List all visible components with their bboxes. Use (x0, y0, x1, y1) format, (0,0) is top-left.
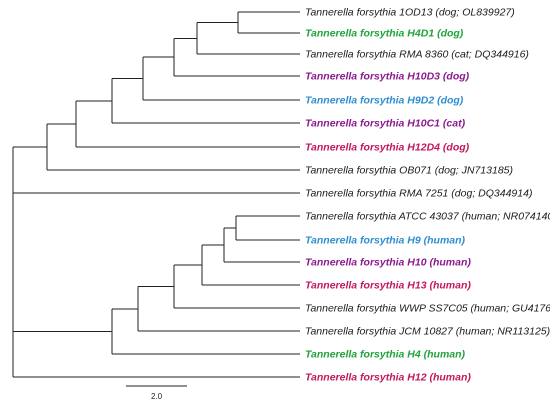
leaf-labels: Tannerella forsythia 1OD13 (dog; OL83992… (305, 6, 550, 383)
leaf-label: Tannerella forsythia H4 (human) (305, 348, 466, 360)
leaf-label: Tannerella forsythia H10C1 (cat) (305, 117, 466, 129)
leaf-label: Tannerella forsythia H9D2 (dog) (305, 94, 464, 106)
leaf-label: Tannerella forsythia ATCC 43037 (human; … (305, 210, 550, 222)
leaf-label: Tannerella forsythia H12D4 (dog) (305, 141, 470, 153)
leaf-label: Tannerella forsythia WWP SS7C05 (human; … (305, 302, 550, 314)
leaf-label: Tannerella forsythia H10D3 (dog) (305, 70, 470, 82)
leaf-label: Tannerella forsythia OB071 (dog; JN71318… (305, 164, 513, 176)
leaf-label: Tannerella forsythia 1OD13 (dog; OL83992… (305, 6, 515, 18)
leaf-label: Tannerella forsythia H10 (human) (305, 256, 471, 268)
leaf-label: Tannerella forsythia H12 (human) (305, 371, 471, 383)
leaf-label: Tannerella forsythia H13 (human) (305, 279, 471, 291)
leaf-label: Tannerella forsythia JCM 10827 (human; N… (305, 325, 550, 337)
leaf-label: Tannerella forsythia RMA 8360 (cat; DQ34… (305, 48, 529, 60)
scale-bar-label: 2.0 (151, 392, 163, 401)
tree-branches (12, 11, 300, 378)
leaf-label: Tannerella forsythia H9 (human) (305, 234, 466, 246)
scale-bar: 2.0 (126, 385, 187, 401)
leaf-label: Tannerella forsythia H4D1 (dog) (305, 27, 464, 39)
leaf-label: Tannerella forsythia RMA 7251 (dog; DQ34… (305, 187, 532, 199)
